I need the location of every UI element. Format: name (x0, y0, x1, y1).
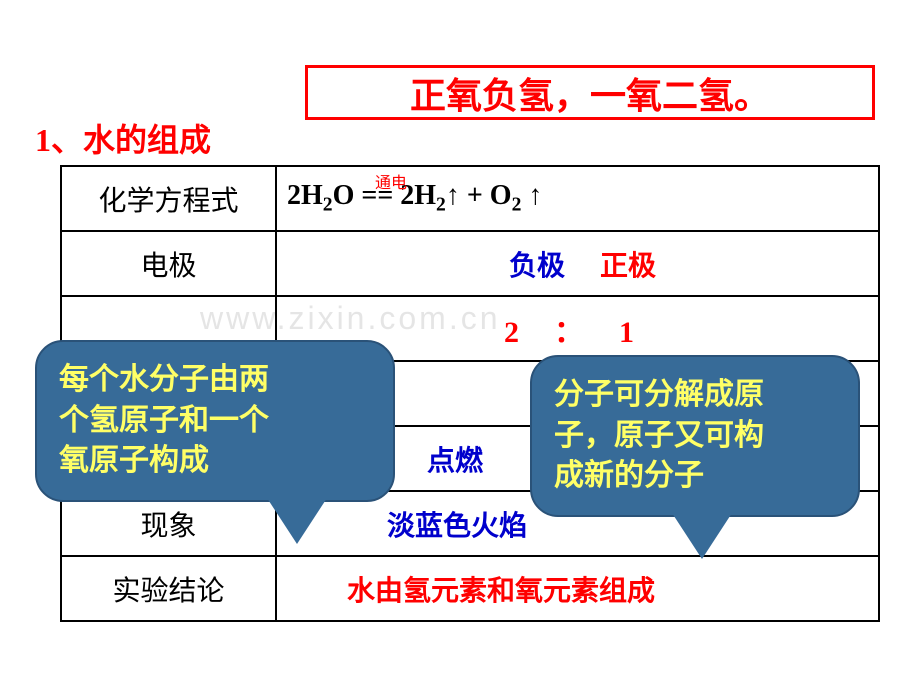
row-header: 实验结论 (61, 556, 276, 621)
subscript-2: 2 (436, 195, 446, 216)
pos-pole: 正极 (600, 251, 656, 282)
subscript-2: 2 (323, 195, 333, 216)
eq-part: ↑ (521, 180, 542, 211)
bubble-line: 氧原子构成 (59, 444, 209, 477)
speech-bubble-molecule: 每个水分子由两 个氢原子和一个 氧原子构成 (35, 340, 395, 502)
ignite-text: 点燃 (427, 446, 483, 477)
equation-text: 2H2O == 2H2↑ + O2 ↑ (287, 180, 542, 211)
phenomenon-text: 淡蓝色火焰 (387, 511, 527, 542)
bubble-line: 每个水分子由两 (59, 363, 269, 396)
row-header: 化学方程式 (61, 166, 276, 231)
bubble-tail-icon (267, 498, 327, 544)
bubble-line: 个氢原子和一个 (59, 404, 269, 437)
section-title: 1、水的组成 (35, 115, 211, 161)
subscript-2: 2 (512, 195, 522, 216)
neg-pole: 负极 (509, 251, 565, 282)
eq-part: ↑ + O (446, 180, 512, 211)
bubble-line: 成新的分子 (554, 459, 704, 492)
table-row: 实验结论 水由氢元素和氧元素组成 (61, 556, 879, 621)
table-row: 电极 负极 正极 (61, 231, 879, 296)
speech-bubble-atoms: 分子可分解成原 子，原子又可构 成新的分子 (530, 355, 860, 517)
equation-annotation: 通电 (375, 169, 407, 193)
mnemonic-box: 正氧负氢，一氧二氢。 (305, 65, 875, 120)
ratio-right: 1 (619, 316, 634, 349)
bubble-tail-icon (672, 513, 732, 559)
ratio-left: 2 (504, 316, 519, 349)
equation-cell: 通电 2H2O == 2H2↑ + O2 ↑ (276, 166, 879, 231)
bubble-line: 子，原子又可构 (554, 419, 764, 452)
table-row: 化学方程式 通电 2H2O == 2H2↑ + O2 ↑ (61, 166, 879, 231)
conclusion-cell: 水由氢元素和氧元素组成 (276, 556, 879, 621)
conclusion-text: 水由氢元素和氧元素组成 (347, 576, 655, 607)
row-header: 电极 (61, 231, 276, 296)
mnemonic-text: 正氧负氢，一氧二氢。 (410, 67, 770, 119)
eq-part: 2H (287, 180, 323, 211)
ratio-colon: ： (554, 316, 584, 349)
electrode-cell: 负极 正极 (276, 231, 879, 296)
bubble-line: 分子可分解成原 (554, 378, 764, 411)
